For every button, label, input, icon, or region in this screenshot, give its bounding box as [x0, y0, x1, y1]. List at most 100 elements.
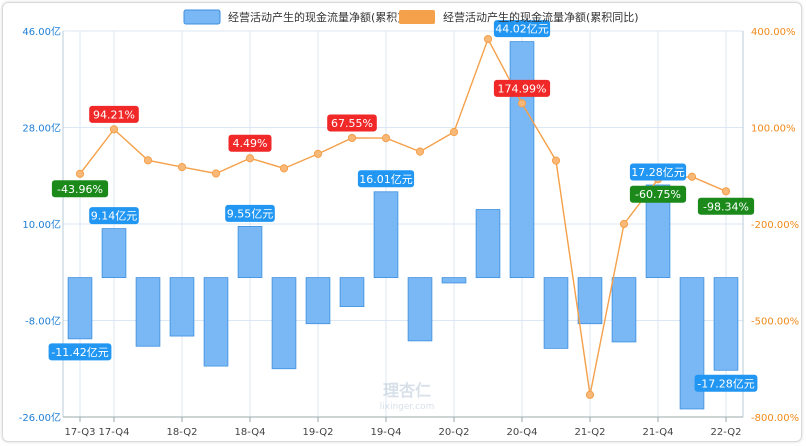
chart-canvas: 理杏仁 lixinger.com 46.00亿 400.00% 28.00亿 100.…: [19, 9, 799, 438]
bar-17-Q4: [101, 228, 127, 279]
growth-point-21-Q2: [585, 390, 595, 399]
line-layer: [75, 34, 731, 399]
bar-value-label-text: 44.02亿元: [495, 23, 549, 36]
bar-20-Q3: [475, 209, 501, 279]
y-left-tick-label: 10.00亿: [22, 218, 61, 231]
growth-point-19-Q1: [279, 164, 289, 173]
bar-value-label-bg: [48, 343, 112, 361]
legend-swatch-line: [399, 10, 435, 24]
y-left-tick-label: -26.00亿: [19, 411, 61, 424]
bar-18-Q4: [237, 226, 263, 279]
legend-item-bar[interactable]: 经营活动产生的现金流量净额(累积): [183, 9, 402, 25]
line-value-label: 174.99%: [493, 79, 551, 97]
x-tick-label: 18-Q2: [167, 427, 198, 438]
bar-value-label: 17.28亿元: [629, 163, 687, 181]
growth-point-18-Q3: [211, 169, 221, 178]
line-value-label-bg: [697, 197, 755, 215]
bar-value-label-bg: [493, 20, 551, 38]
y-right-tick-label: 400.00%: [751, 27, 796, 38]
line-value-label-text: 94.21%: [93, 108, 135, 121]
y-left-tick-label: 28.00亿: [22, 122, 61, 135]
bar-19-Q4: [373, 191, 399, 279]
y-right-tick-label: 100.00%: [751, 124, 796, 135]
data-labels-layer: -11.42亿元 9.14亿元 9.55亿元 16.01亿元 44.02亿元 17.28亿…: [48, 20, 758, 392]
line-value-label: -98.34%: [697, 197, 755, 215]
x-tick-label: 18-Q4: [235, 427, 266, 438]
line-value-label-text: -98.34%: [703, 200, 749, 213]
bar-22-Q2: [713, 277, 739, 371]
chart-frame: 理杏仁 lixinger.com 46.00亿 400.00% 28.00亿 100.…: [2, 2, 802, 442]
growth-point-18-Q1: [143, 156, 153, 165]
legend-swatch-bar: [183, 9, 221, 25]
bar-20-Q4: [509, 41, 535, 279]
bar-value-label-text: -17.28亿元: [697, 377, 754, 390]
watermark-subtitle: lixinger.com: [380, 402, 435, 412]
bar-value-label: 9.55亿元: [225, 204, 275, 222]
line-value-label-bg: [629, 185, 687, 203]
bar-value-label-bg: [357, 170, 415, 188]
legend-item-line[interactable]: 经营活动产生的现金流量净额(累积同比): [399, 10, 639, 24]
bar-value-label-text: 16.01亿元: [359, 173, 413, 186]
growth-point-17-Q3: [75, 169, 85, 178]
x-tick-label: 20-Q2: [439, 427, 470, 438]
line-value-label: 67.55%: [327, 114, 377, 132]
grid-layer: [63, 30, 743, 418]
growth-point-21-Q3: [619, 219, 629, 229]
y-right-tick-label: -200.00%: [751, 220, 799, 231]
growth-point-18-Q4: [245, 154, 255, 163]
bars-layer: [67, 41, 739, 410]
growth-point-20-Q2: [449, 127, 459, 137]
bar-21-Q1: [543, 277, 569, 349]
bar-18-Q2: [169, 277, 195, 337]
bar-21-Q3: [611, 277, 637, 343]
growth-point-17-Q4: [109, 125, 119, 134]
growth-point-22-Q1: [687, 172, 697, 181]
bar-21-Q2: [577, 277, 603, 325]
line-value-label-bg: [327, 114, 377, 132]
bar-value-label-text: 9.14亿元: [91, 210, 138, 223]
line-value-label: 94.21%: [89, 105, 139, 123]
y-left-tick-label: 46.00亿: [22, 25, 61, 38]
growth-point-22-Q2: [721, 187, 731, 196]
bar-20-Q1: [407, 277, 433, 342]
axis-layer: 46.00亿 400.00% 28.00亿 100.00% 10.00亿 -200.00%…: [19, 25, 799, 438]
y-right-tick-label: -500.00%: [751, 317, 799, 328]
line-value-label-text: -43.96%: [57, 183, 103, 196]
bar-value-label: 44.02亿元: [493, 20, 551, 38]
x-tick-label: 17-Q3: [65, 427, 96, 438]
bar-value-label-text: 9.55亿元: [227, 207, 274, 220]
growth-point-20-Q1: [415, 147, 425, 156]
x-tick-label: 19-Q2: [303, 427, 334, 438]
growth-line: [79, 37, 727, 395]
x-tick-label: 21-Q4: [643, 427, 674, 438]
bar-19-Q1: [271, 277, 297, 370]
bar-18-Q3: [203, 277, 229, 367]
bar-20-Q2: [441, 277, 467, 284]
watermark-title: 理杏仁: [383, 381, 431, 400]
bar-value-label: 16.01亿元: [357, 170, 415, 188]
line-value-label-bg: [89, 105, 139, 123]
y-left-tick-label: -8.00亿: [25, 315, 61, 328]
growth-point-19-Q4: [381, 134, 391, 143]
growth-point-18-Q2: [177, 162, 187, 172]
x-tick-label: 22-Q2: [711, 427, 742, 438]
y-right-tick-label: -800.00%: [751, 413, 799, 424]
growth-point-19-Q3: [347, 133, 357, 143]
x-tick-label: 21-Q2: [575, 427, 606, 438]
line-value-label-text: -60.75%: [635, 188, 681, 201]
bar-value-label-text: -11.42亿元: [51, 346, 108, 359]
bar-17-Q3: [67, 277, 93, 340]
line-value-label-text: 4.49%: [233, 137, 268, 150]
legend[interactable]: 经营活动产生的现金流量净额(累积) 经营活动产生的现金流量净额(累积同比): [183, 9, 639, 25]
line-value-label: -60.75%: [629, 185, 687, 203]
growth-point-21-Q1: [551, 156, 561, 165]
bar-value-label-text: 17.28亿元: [631, 166, 685, 179]
growth-point-20-Q4: [517, 99, 527, 108]
x-tick-label: 20-Q4: [507, 427, 538, 438]
growth-point-20-Q3: [483, 34, 493, 44]
line-value-label-bg: [228, 134, 272, 152]
bar-21-Q4: [645, 184, 671, 279]
line-value-label-bg: [493, 79, 551, 97]
line-value-label-text: 174.99%: [498, 82, 547, 95]
bar-value-label: -17.28亿元: [694, 374, 758, 392]
